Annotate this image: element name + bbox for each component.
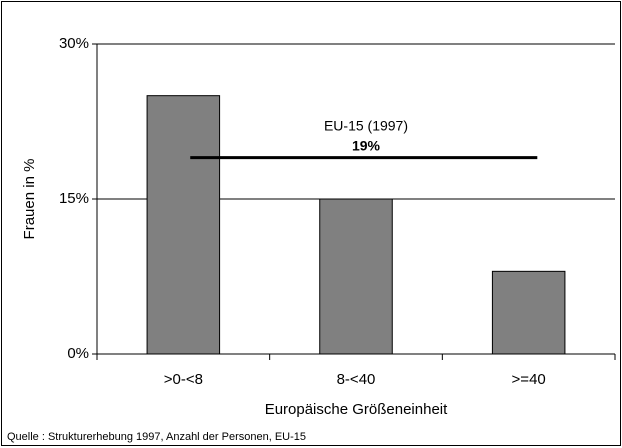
x-tick-label: >=40 [512,371,546,388]
y-tick-label: 30% [59,35,89,52]
y-tick-label: 15% [59,190,89,207]
x-tick-label: >0-<8 [164,371,203,388]
bar [491,270,566,355]
y-tick-label: 0% [67,345,89,362]
bar [146,95,221,355]
reference-label: 19% [352,137,381,153]
reference-name: EU-15 (1997) [324,117,408,133]
source-note: Quelle : Strukturerhebung 1997, Anzahl d… [7,431,306,443]
bar [319,198,393,355]
y-axis-label: Frauen in % [21,159,38,240]
x-tick-label: 8-<40 [337,371,376,388]
x-axis-label: Europäische Größeneinheit [265,401,448,418]
